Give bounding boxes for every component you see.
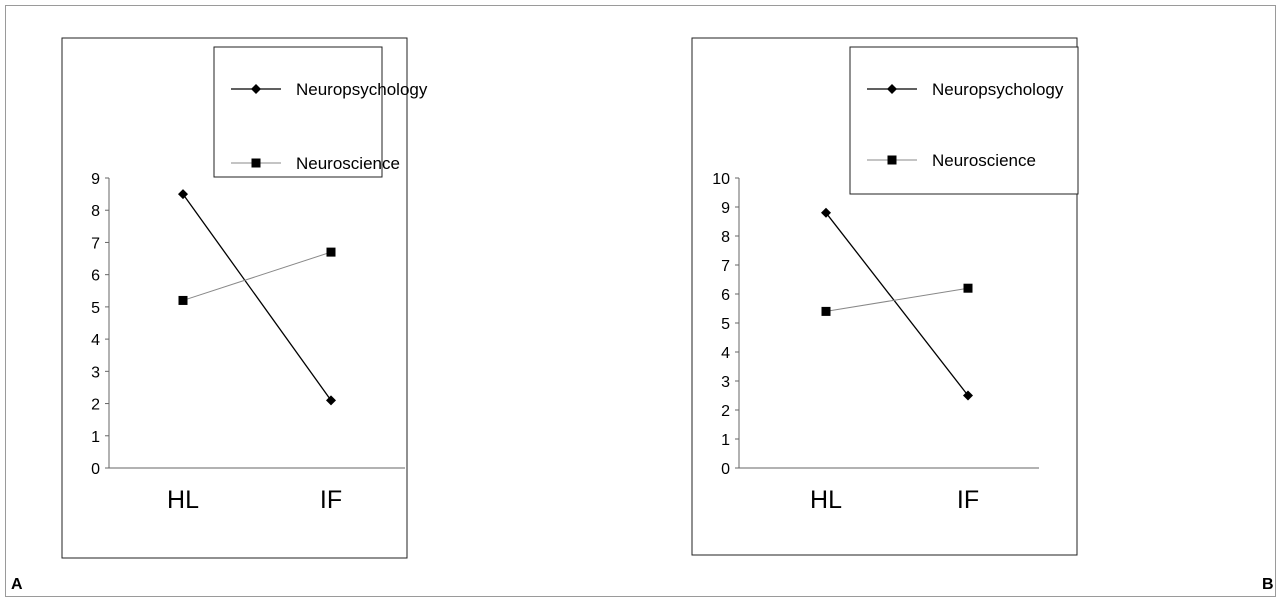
y-tick-label-b: 6 — [721, 287, 730, 304]
y-tick-label-a: 2 — [91, 397, 100, 414]
y-tick-label-a: 0 — [91, 461, 100, 478]
y-tick-label-b: 7 — [721, 258, 730, 275]
legend-marker-a-0 — [251, 84, 261, 94]
chart-panel-b: 0 1 2 3 4 5 6 7 8 9 10 HL IF Neuropsychology Neuroscie… — [691, 37, 1079, 556]
plot-area-b — [691, 37, 1078, 556]
y-tick-label-b: 2 — [721, 403, 730, 420]
data-point-a-1-0 — [178, 295, 188, 305]
legend-label-b-0: Neuropsychology — [932, 80, 1064, 99]
x-category-label-b: HL — [810, 486, 842, 514]
data-point-b-0-0 — [821, 207, 831, 218]
y-tick-label-a: 6 — [91, 268, 100, 285]
y-tick-label-b: 8 — [721, 229, 730, 246]
data-point-b-1-1 — [963, 283, 973, 293]
legend-label-a-1: Neuroscience — [296, 154, 400, 173]
panel-label-b: B — [1262, 576, 1274, 593]
y-tick-label-b: 5 — [721, 316, 730, 333]
data-point-b-1-0 — [821, 306, 831, 316]
y-tick-label-a: 7 — [91, 235, 100, 252]
y-tick-label-a: 1 — [91, 429, 100, 446]
series-line-a-1 — [182, 251, 332, 301]
legend-label-a-0: Neuropsychology — [296, 80, 428, 99]
series-line-a-0 — [182, 193, 332, 401]
y-tick-label-b: 3 — [721, 374, 730, 391]
y-tick-label-a: 9 — [91, 171, 100, 188]
panel-label-a: A — [11, 576, 23, 593]
data-point-b-0-1 — [963, 390, 973, 401]
legend-marker-a-1 — [251, 158, 261, 168]
figure-frame — [5, 5, 1276, 597]
y-tick-label-a: 4 — [91, 332, 100, 349]
series-line-b-1 — [825, 287, 969, 312]
y-tick-label-b: 9 — [721, 200, 730, 217]
legend-box-b — [849, 46, 1079, 195]
legend-marker-b-1 — [887, 155, 897, 165]
data-point-a-0-1 — [326, 395, 336, 406]
y-tick-label-a: 3 — [91, 364, 100, 381]
y-tick-label-b: 10 — [712, 171, 730, 188]
x-category-label-b: IF — [957, 486, 979, 514]
series-line-b-0 — [825, 212, 969, 396]
y-tick-label-b: 4 — [721, 345, 730, 362]
legend-marker-b-0 — [887, 84, 897, 94]
y-tick-label-b: 0 — [721, 461, 730, 478]
x-category-label-a: HL — [167, 486, 199, 514]
legend-box-a — [213, 46, 383, 178]
chart-panel-a: 0 1 2 3 4 5 6 7 8 9 HL IF Neuropsychology Neuroscienc… — [61, 37, 428, 559]
x-category-label-a: IF — [320, 486, 342, 514]
y-tick-label-b: 1 — [721, 432, 730, 449]
plot-area-a — [61, 37, 408, 559]
y-tick-label-a: 8 — [91, 203, 100, 220]
data-point-a-0-0 — [178, 189, 188, 200]
data-point-a-1-1 — [326, 247, 336, 257]
legend-label-b-1: Neuroscience — [932, 151, 1036, 170]
y-tick-label-a: 5 — [91, 300, 100, 317]
